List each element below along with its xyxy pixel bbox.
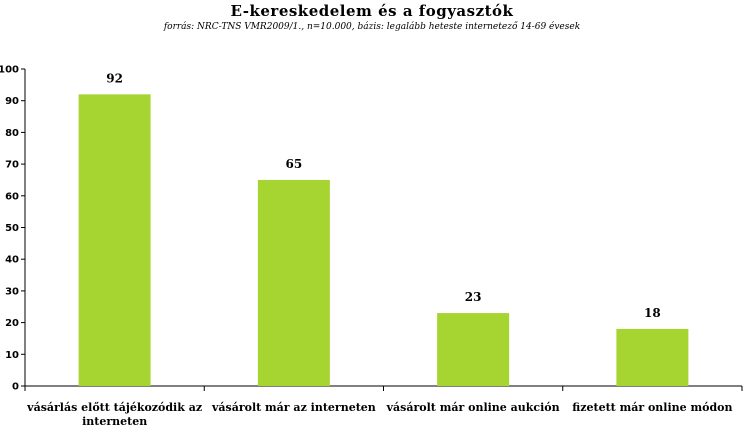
bar (257, 179, 330, 386)
y-tick-label: 50 (5, 223, 19, 234)
x-category-label: vásárolt már az interneten (211, 401, 376, 414)
data-label: 18 (644, 306, 661, 320)
x-category-label: vásárolt már online aukción (386, 401, 560, 414)
bar (437, 313, 510, 386)
x-category-label-line: interneten (82, 415, 147, 428)
y-tick-label: 80 (5, 128, 19, 139)
y-tick-label: 20 (5, 318, 19, 329)
chart-subtitle: forrás: NRC-TNS VMR2009/1., n=10.000, bá… (163, 22, 581, 32)
y-tick-label: 70 (5, 160, 19, 171)
chart-title: E-kereskedelem és a fogyasztók (230, 2, 514, 20)
x-category-label-line: fizetett már online módon (572, 401, 732, 414)
y-tick-label: 0 (12, 382, 19, 393)
bar (78, 94, 151, 387)
data-label: 92 (106, 71, 123, 85)
y-tick-label: 30 (5, 286, 19, 297)
data-label: 65 (286, 157, 303, 171)
x-category-label-line: vásárlás előtt tájékozódik az (26, 401, 202, 414)
x-category-label-line: vásárolt már az interneten (211, 401, 376, 414)
y-tick-label: 10 (5, 350, 19, 361)
y-tick-label: 60 (5, 191, 19, 202)
x-category-label-line: vásárolt már online aukción (386, 401, 560, 414)
y-tick-label: 100 (0, 65, 19, 76)
y-tick-label: 40 (5, 255, 19, 266)
x-category-label: vásárlás előtt tájékozódik az interneten (26, 401, 202, 428)
y-tick-label: 90 (5, 96, 19, 107)
data-label: 23 (465, 290, 482, 304)
bar (616, 328, 689, 386)
x-category-label: fizetett már online módon (572, 401, 732, 414)
